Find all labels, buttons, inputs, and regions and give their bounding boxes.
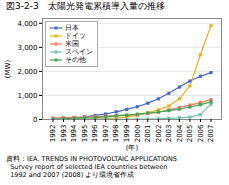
svg-text:2005: 2005 — [186, 125, 194, 143]
svg-text:2006: 2006 — [197, 124, 205, 142]
svg-text:2003: 2003 — [165, 125, 173, 143]
svg-text:2000: 2000 — [134, 125, 142, 143]
svg-text:1998: 1998 — [112, 125, 120, 143]
html-text:資料：IEA, TRENDS IN PHOTOVOLTAIC: 資料：IEA, TRENDS IN PHOTOVOLTAIC APPLICATI… — [6, 155, 177, 179]
svg-text:1,000: 1,000 — [17, 92, 37, 100]
svg-text:1994: 1994 — [70, 124, 78, 142]
svg-text:1999: 1999 — [123, 125, 131, 143]
svg-text:1993: 1993 — [60, 125, 68, 143]
svg-text:2007: 2007 — [207, 125, 215, 143]
html-text:ドイツ: ドイツ — [65, 32, 86, 40]
svg-text:1995: 1995 — [81, 125, 89, 143]
svg-text:0: 0 — [33, 116, 37, 124]
svg-text:3,000: 3,000 — [17, 44, 37, 52]
html-text:図3-2-3 太陽光発電累積導入量の推移: 図3-2-3 太陽光発電累積導入量の推移 — [6, 1, 165, 11]
svg-text:2001: 2001 — [144, 125, 152, 143]
svg-text:(MW): (MW) — [4, 60, 12, 79]
svg-text:2,000: 2,000 — [17, 68, 37, 76]
svg-text:2002: 2002 — [155, 125, 163, 143]
html-text:スペイン: スペイン — [65, 48, 93, 56]
svg-text:1992: 1992 — [49, 125, 57, 143]
html-text:その他: その他 — [65, 56, 86, 64]
svg-text:2004: 2004 — [176, 124, 184, 142]
svg-text:1997: 1997 — [102, 125, 110, 143]
svg-text:(年): (年) — [126, 144, 139, 152]
html-text:日本: 日本 — [65, 24, 79, 32]
svg-text:4,000: 4,000 — [17, 20, 37, 28]
svg-text:1996: 1996 — [91, 124, 99, 142]
html-text:米国: 米国 — [65, 40, 79, 48]
